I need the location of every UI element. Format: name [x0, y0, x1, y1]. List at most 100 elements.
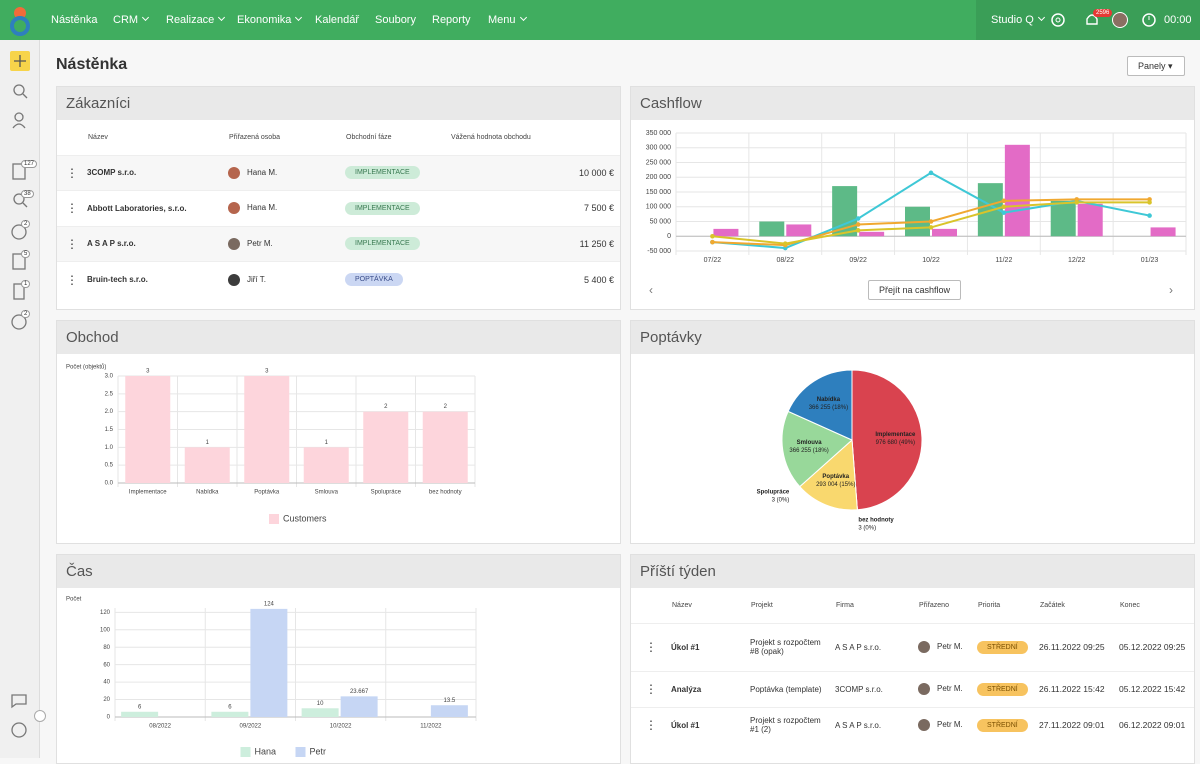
- deal-value: 7 500 €: [583, 203, 614, 214]
- sidebar-badge: 38: [21, 190, 34, 198]
- column-header: Začátek: [1040, 601, 1065, 609]
- customer-name[interactable]: Bruin-tech s.r.o.: [87, 275, 148, 284]
- workspace[interactable]: Studio Q: [991, 0, 1044, 40]
- sidebar-badge: 1: [21, 280, 31, 288]
- nav-item[interactable]: Soubory: [375, 14, 416, 26]
- top-nav: Nástěnka CRM Realizace Ekonomika Kalendář Sou…: [0, 0, 1200, 40]
- next-arrow[interactable]: ›: [1169, 283, 1173, 297]
- y-tick-label: 0.0: [105, 481, 114, 487]
- collapse-toggle[interactable]: [34, 710, 46, 722]
- row-menu[interactable]: ⋮: [645, 682, 657, 696]
- deals-chart: 0.0 0.5 1.0 1.5 2.0 2.5 3.0 Počet (objektů) Impl…: [66, 364, 476, 524]
- column-header: Vážená hodnota obchodu: [451, 133, 531, 141]
- y-tick-label: 100 000: [646, 204, 671, 211]
- slice-value: 3 (0%): [772, 497, 790, 503]
- legend-label: Customers: [283, 513, 327, 523]
- next-week-table: Název Projekt Firma Přiřazeno Priorita Začáte…: [631, 588, 1194, 743]
- timer[interactable]: 00:00: [1164, 14, 1192, 26]
- nav-right: Studio Q 2596 00:00: [976, 0, 1200, 40]
- y-tick-label: 0: [667, 233, 671, 240]
- row-menu[interactable]: ⋮: [66, 201, 78, 216]
- sidebar: 127 38 2 5 1 2: [0, 40, 46, 758]
- assignee-cell: Petr M.: [918, 671, 977, 707]
- y-tick-label: 40: [103, 680, 110, 686]
- task-row: ⋮ Úkol #1 Projekt s rozpočtem #1 (2) A S A …: [631, 707, 1194, 743]
- value-label: 124: [264, 601, 275, 607]
- x-tick-label: 01/23: [1141, 257, 1159, 264]
- panel-title: Obchod: [57, 321, 620, 354]
- timer-icon[interactable]: [1141, 12, 1157, 28]
- inquiries-chart: Implementace 976 680 (49%) bez hodnoty 3 (0…: [757, 369, 923, 531]
- value-label: 3: [265, 369, 269, 375]
- y-tick-label: 0.5: [105, 463, 114, 469]
- x-tick-label: 12/22: [1068, 257, 1086, 264]
- nav-item[interactable]: Realizace: [166, 0, 224, 40]
- column-header: Priorita: [978, 601, 1001, 609]
- assignee: Petr M.: [937, 684, 963, 694]
- nav-item[interactable]: Menu: [488, 0, 526, 40]
- nav-item[interactable]: Kalendář: [315, 14, 360, 26]
- assignee: Petr M.: [937, 720, 963, 730]
- line-point: [928, 170, 934, 176]
- deals-panel: Obchod 0.0 0.5 1.0 1.5 2.0 2.5 3.0 Počet (objek…: [56, 320, 621, 544]
- bar: [1004, 144, 1030, 237]
- pie-slice: [851, 369, 923, 511]
- prev-arrow[interactable]: ‹: [649, 283, 653, 297]
- nav-item[interactable]: Reporty: [432, 14, 471, 26]
- row-menu[interactable]: ⋮: [66, 165, 78, 180]
- row-menu[interactable]: ⋮: [645, 640, 657, 654]
- row-menu[interactable]: ⋮: [645, 718, 657, 733]
- line-point: [928, 225, 934, 230]
- nav-item[interactable]: Nástěnka: [51, 14, 98, 26]
- legend-label: Petr: [310, 746, 327, 756]
- value-label: 1: [325, 440, 329, 446]
- phase-pill: IMPLEMENTACE: [345, 166, 420, 180]
- value-label: 2: [384, 404, 388, 410]
- priority-pill: STŘEDNÍ: [977, 640, 1028, 654]
- bar: [759, 221, 785, 237]
- person: Hana M.: [247, 167, 278, 177]
- x-tick-label: 10/22: [922, 257, 940, 264]
- end: 05.12.2022 09:25: [1119, 642, 1186, 652]
- logo[interactable]: [0, 0, 40, 40]
- column-header: Název: [88, 133, 108, 141]
- user-avatar[interactable]: [1112, 12, 1128, 28]
- company: 3COMP s.r.o.: [835, 684, 883, 694]
- task-name[interactable]: Úkol #1: [671, 720, 700, 730]
- slice-name: Spolupráce: [757, 489, 790, 495]
- cashflow-button[interactable]: Přejít na cashflow: [868, 280, 962, 300]
- bar: [932, 228, 957, 237]
- line-point: [710, 239, 715, 245]
- assignee-cell: Petr M.: [918, 707, 977, 743]
- nav-item[interactable]: Ekonomika: [237, 0, 301, 40]
- person-cell: Hana M.: [228, 155, 345, 191]
- header-row: Název Přiřazená osoba Obchodní fáze Vážená …: [57, 120, 620, 155]
- y-tick-label: 2.5: [105, 391, 114, 397]
- row-menu[interactable]: ⋮: [66, 272, 78, 287]
- line-point: [1001, 198, 1007, 204]
- task-name[interactable]: Analýza: [671, 684, 702, 694]
- line-point: [782, 241, 788, 246]
- bar: [786, 224, 812, 237]
- customer-name[interactable]: 3COMP s.r.o.: [87, 168, 137, 178]
- slice-value: 3 (0%): [858, 525, 876, 531]
- slice-value: 366 255 (18%): [789, 448, 828, 454]
- x-tick-label: bez hodnoty: [429, 490, 462, 496]
- customer-name[interactable]: A S A P s.r.o.: [87, 239, 136, 249]
- settings-icon[interactable]: [1049, 11, 1067, 29]
- person-cell: Hana M.: [228, 191, 345, 227]
- row-menu[interactable]: ⋮: [66, 236, 78, 251]
- customer-name[interactable]: Abbott Laboratories, s.r.o.: [87, 203, 187, 213]
- y-tick-label: 80: [103, 645, 110, 651]
- priority-pill: STŘEDNÍ: [977, 682, 1028, 696]
- notification-count[interactable]: 2596: [1093, 9, 1113, 17]
- bar: [363, 411, 409, 483]
- customer-row: ⋮ A S A P s.r.o. Petr M. IMPLEMENTACE 11 250…: [57, 226, 620, 262]
- nav-item[interactable]: CRM: [113, 0, 148, 40]
- task-name[interactable]: Úkol #1: [671, 642, 700, 652]
- panels-button[interactable]: Panely ▾: [1127, 56, 1185, 76]
- bar: [121, 711, 159, 717]
- end: 05.12.2022 15:42: [1119, 684, 1186, 694]
- bar: [430, 705, 468, 717]
- bell-icon[interactable]: [1084, 11, 1100, 29]
